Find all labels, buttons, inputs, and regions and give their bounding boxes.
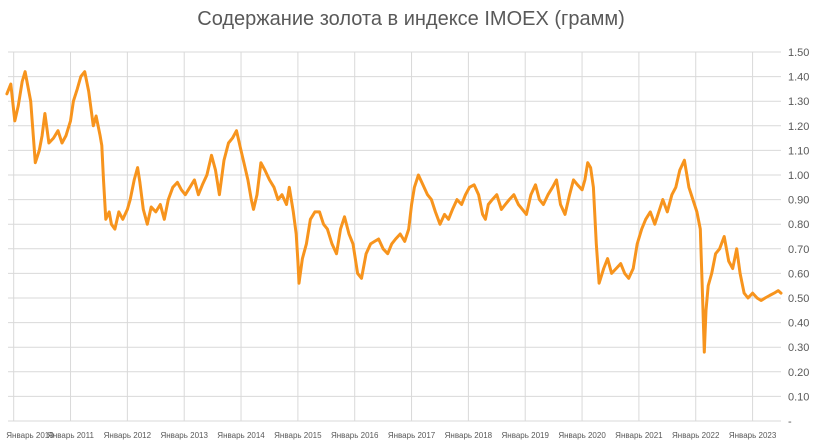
y-tick-label: 0.90: [788, 195, 809, 207]
y-tick-label: -: [788, 416, 792, 428]
y-tick-label: 0.20: [788, 367, 809, 379]
gridlines: [8, 51, 781, 422]
y-tick-label: 0.80: [788, 219, 809, 231]
series-group: [5, 70, 783, 354]
x-tick-label: Январь 2010: [6, 431, 54, 440]
x-tick-label: Январь 2011: [47, 431, 94, 440]
chart-title: Содержание золота в индексе IMOEX (грамм…: [197, 8, 625, 30]
y-tick-label: 0.10: [788, 391, 809, 403]
y-tick-label: 0.70: [788, 244, 809, 256]
x-tick-label: Январь 2022: [672, 431, 720, 440]
x-tick-label: Январь 2012: [104, 431, 152, 440]
y-tick-label: 1.50: [788, 47, 809, 59]
y-tick-label: 1.30: [788, 96, 809, 108]
y-tick-label: 1.10: [788, 145, 809, 157]
x-tick-label: Январь 2018: [445, 431, 493, 440]
x-tick-label: Январь 2013: [160, 431, 208, 440]
x-tick-label: Январь 2016: [331, 431, 379, 440]
x-tick-label: Январь 2021: [615, 431, 663, 440]
x-tick-label: Январь 2023: [729, 431, 777, 440]
y-tick-label: 0.60: [788, 268, 809, 280]
y-axis-tick-labels: - 0.10 0.20 0.30 0.40 0.50 0.60 0.70 0.80 0.90 1.0…: [788, 47, 809, 428]
y-tick-label: 0.30: [788, 342, 809, 354]
y-tick-label: 1.00: [788, 170, 809, 182]
series-line: [5, 70, 783, 354]
x-tick-label: Январь 2015: [274, 431, 322, 440]
y-tick-label: 0.50: [788, 293, 809, 305]
y-tick-label: 1.20: [788, 121, 809, 133]
x-tick-label: Январь 2014: [217, 431, 265, 440]
y-tick-label: 1.40: [788, 72, 809, 84]
x-tick-label: Январь 2020: [558, 431, 606, 440]
y-tick-label: 0.40: [788, 318, 809, 330]
x-tick-label: Январь 2019: [502, 431, 550, 440]
x-tick-label: Январь 2017: [388, 431, 436, 440]
